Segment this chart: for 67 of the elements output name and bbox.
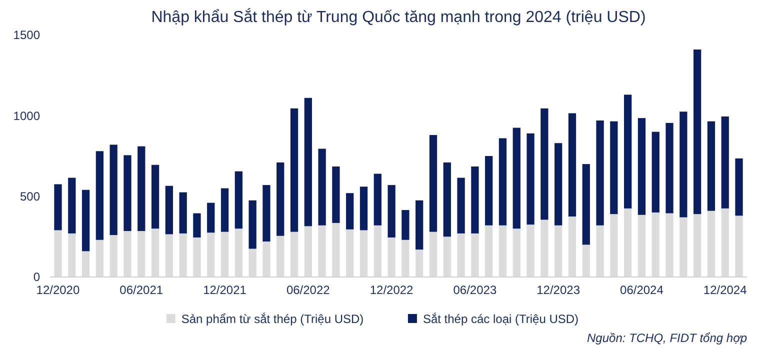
bar [110,144,118,236]
bar [666,122,674,214]
bar [457,178,465,234]
bar [680,112,688,218]
bar [276,162,284,236]
chart-title: Nhập khẩu Sắt thép từ Trung Quốc tăng mạnh trong 2024 (triệu USD) [151,8,646,26]
bar [220,188,229,232]
bar [374,174,382,226]
bar [471,166,479,234]
bar [416,200,424,250]
bar [138,146,146,232]
bar [498,138,507,226]
x-tick-label: 12/2021 [203,283,247,297]
bar [638,118,646,215]
bar [179,192,187,234]
bar [151,164,160,229]
y-tick-label: 1000 [13,108,40,123]
x-tick-label: 12/2023 [536,283,580,297]
y-tick-label: 500 [20,190,40,204]
bar [735,158,743,216]
x-tick-label: 06/2021 [120,283,164,297]
legend-label: Sản phẩm từ sắt thép (Triệu USD) [181,312,364,326]
bar [165,186,173,234]
bar [624,94,632,208]
bar [193,213,201,238]
bar [721,116,729,208]
bar [526,133,534,225]
bar [207,202,215,233]
bar [82,190,90,252]
bar [290,108,298,232]
bar [554,143,562,226]
x-tick-label: 06/2024 [620,283,664,297]
bar [540,108,548,220]
y-tick-label: 1500 [13,28,40,42]
x-tick-label: 12/2022 [370,283,414,297]
bar [360,186,368,230]
bar [582,164,590,245]
bar [318,148,326,226]
bar [68,178,76,234]
legend-label: Sắt thép các loại (Triệu USD) [422,312,579,326]
bar [304,98,312,226]
bar [652,132,660,212]
bar [332,166,340,223]
bar [429,135,438,232]
bar [568,113,576,216]
bar [346,193,354,230]
bar [596,120,604,226]
text: Nguồn: TCHQ, FIDT tổng hợp [587,331,748,345]
bar [248,200,256,249]
bar [485,156,493,226]
x-tick-label: 12/2024 [703,283,748,297]
bar [96,151,104,240]
bar [693,50,702,214]
bar [54,184,62,230]
bar [443,162,451,237]
x-tick-label: 06/2023 [453,283,497,297]
bar [610,121,618,214]
bar [402,210,410,240]
bar [234,171,242,229]
bar [124,155,132,232]
y-tick-label: 0 [33,270,40,284]
bar [707,121,716,211]
bar [512,128,520,229]
bar [262,185,270,242]
bar [388,185,396,238]
x-tick-label: 12/2020 [36,283,80,297]
x-tick-label: 06/2022 [286,283,330,297]
